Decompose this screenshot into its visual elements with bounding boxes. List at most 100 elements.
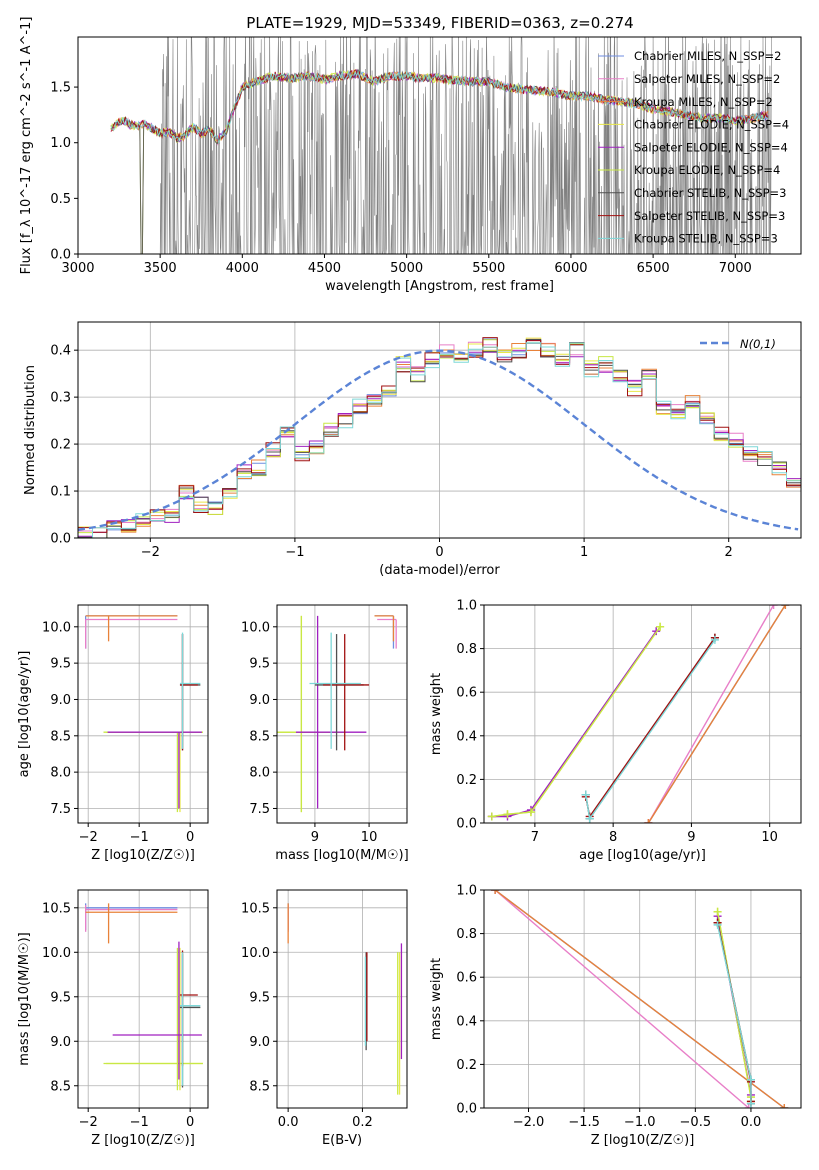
weight-series-kroupa-stelib: [581, 635, 719, 823]
panel-mass_vs_ebv: 0.0 0.2 8.5 9.0 9.5 10.0 10.5 E(B-V): [241, 889, 408, 1148]
x-axis-label: (data-model)/error: [379, 563, 500, 578]
errorbar-kroupa-miles: [85, 615, 178, 642]
errorbar-chabrier-stelib: [314, 634, 364, 751]
x-tick-label: 6000: [554, 261, 587, 276]
y-tick-label: 9.5: [50, 657, 71, 672]
weight-marker: [585, 814, 594, 823]
axes-frame: [276, 889, 408, 1109]
weight-line: [716, 924, 752, 1104]
weight-marker: [769, 605, 778, 609]
panel-age_vs_Z: −2 −1 0 7.5 8.0 8.5 9.0 9.5 10.0 Z [log10(Z/Z☉)] a…: [17, 604, 209, 863]
errorbar-kroupa-stelib: [309, 632, 361, 749]
weight-series-salpeter-elodie: [487, 627, 661, 821]
weight-line: [494, 890, 750, 1108]
spectrum-model-salpeter-elodie: [110, 69, 769, 143]
x-tick-label: −1.5: [568, 1115, 600, 1130]
spectrum-data-line: [159, 37, 772, 254]
weight-line: [491, 626, 661, 818]
errorbar-chabrier-miles: [84, 615, 178, 649]
y-tick-label: 1.5: [50, 81, 71, 96]
weight-series-salpeter-miles: [644, 605, 778, 823]
weight-marker: [744, 1104, 753, 1108]
y-axis-label: mass [log10(M/M☉)]: [17, 932, 32, 1065]
plot-area-mass_vs_Z: [84, 903, 203, 1091]
x-tick-label: 0: [435, 545, 443, 560]
x-tick-label: −2: [141, 545, 160, 560]
y-tick-label: 9.0: [50, 693, 71, 708]
weight-series-chabrier-elodie: [487, 622, 665, 821]
y-axis-label: mass weight: [429, 958, 444, 1040]
y-tick-label: 8.0: [249, 766, 270, 781]
errorbar-kroupa-miles: [85, 903, 178, 944]
histogram-step-kroupa-miles: [78, 342, 801, 538]
x-tick-label: −2: [79, 1115, 98, 1130]
y-tick-label: 0.6: [456, 971, 477, 986]
weight-series-salpeter-miles: [491, 890, 753, 1108]
y-tick-label: 0.4: [456, 729, 477, 744]
weight-marker: [781, 605, 790, 609]
x-tick-label: 1: [580, 545, 588, 560]
axes-frame: [276, 604, 408, 824]
histogram-step-kroupa-stelib: [78, 342, 801, 538]
y-tick-label: 0.4: [50, 344, 71, 359]
errorbar-kroupa-stelib: [179, 952, 201, 1086]
weight-marker: [713, 920, 722, 929]
legend-label: Chabrier MILES, N_SSP=2: [634, 49, 781, 63]
weight-line: [494, 890, 785, 1108]
y-tick-label: 0.2: [456, 1058, 477, 1073]
x-tick-label: −2: [79, 830, 98, 845]
y-tick-label: 10.5: [42, 901, 71, 916]
x-tick-label: 2: [725, 545, 733, 560]
weight-marker: [746, 1099, 755, 1108]
x-axis-label: E(B-V): [322, 1133, 362, 1148]
y-tick-label: 9.0: [249, 693, 270, 708]
panel-mass_vs_Z: −2 −1 0 8.5 9.0 9.5 10.0 10.5 Z [log10(Z/Z☉)] mas…: [17, 889, 209, 1148]
axes-frame: [77, 604, 209, 824]
legend-label: Salpeter MILES, N_SSP=2: [634, 72, 780, 86]
weight-marker: [487, 812, 496, 821]
y-tick-label: 0.6: [456, 686, 477, 701]
y-tick-label: 0.5: [50, 192, 71, 207]
y-tick-label: 8.5: [50, 1079, 71, 1094]
x-tick-label: 3000: [61, 261, 94, 276]
weight-marker: [526, 808, 535, 817]
y-tick-label: 0.8: [456, 642, 477, 657]
y-tick-label: 0.0: [456, 1102, 477, 1117]
legend-spectrum: Chabrier MILES, N_SSP=2 Salpeter MILES, N…: [598, 49, 789, 246]
histogram-step-salpeter-miles: [78, 338, 801, 538]
x-tick-label: 4500: [308, 261, 341, 276]
errorbar-chabrier-miles: [84, 903, 178, 931]
errorbar-salpeter-elodie: [107, 731, 202, 809]
y-tick-label: 0.2: [456, 773, 477, 788]
y-tick-label: 7.5: [249, 802, 270, 817]
errorbar-kroupa-elodie: [103, 947, 203, 1091]
x-tick-label: 0.2: [352, 1115, 373, 1130]
errorbar-kroupa-miles: [374, 615, 395, 642]
y-tick-label: 0.3: [50, 391, 71, 406]
y-axis-label: age [log10(age/yr)]: [17, 651, 32, 778]
weight-marker: [503, 810, 512, 819]
x-axis-label: wavelength [Angstrom, rest frame]: [325, 279, 554, 294]
y-axis-label: mass weight: [429, 673, 444, 755]
histogram-step-kroupa-elodie: [78, 339, 801, 538]
legend-label: Salpeter ELODIE, N_SSP=4: [634, 140, 788, 154]
histogram-step-chabrier-elodie: [78, 337, 801, 538]
plot-area-spectrum: [110, 37, 772, 254]
x-tick-label: 8: [609, 830, 617, 845]
legend-label: Kroupa MILES, N_SSP=2: [634, 95, 773, 109]
x-tick-label: 6500: [637, 261, 670, 276]
panel-weight_vs_age: 7 8 9 10 0.0 0.2 0.4 0.6 0.8 1.0 age [log10(age/yr…: [429, 599, 802, 863]
histogram-step-chabrier-miles: [78, 338, 801, 538]
weight-marker: [713, 907, 722, 916]
y-tick-label: 8.5: [50, 729, 71, 744]
y-tick-label: 10.5: [241, 901, 270, 916]
histogram-step-salpeter-stelib: [78, 337, 801, 533]
x-tick-label: −1: [130, 1115, 149, 1130]
plot-area-weight_vs_age: [487, 605, 790, 823]
weight-series-kroupa-miles: [491, 890, 789, 1108]
y-tick-label: 1.0: [456, 599, 477, 614]
errorbar-chabrier-elodie: [106, 947, 203, 1091]
y-tick-label: 0.2: [50, 438, 71, 453]
weight-series-kroupa-miles: [644, 605, 790, 823]
x-tick-label: −2.0: [513, 1115, 545, 1130]
